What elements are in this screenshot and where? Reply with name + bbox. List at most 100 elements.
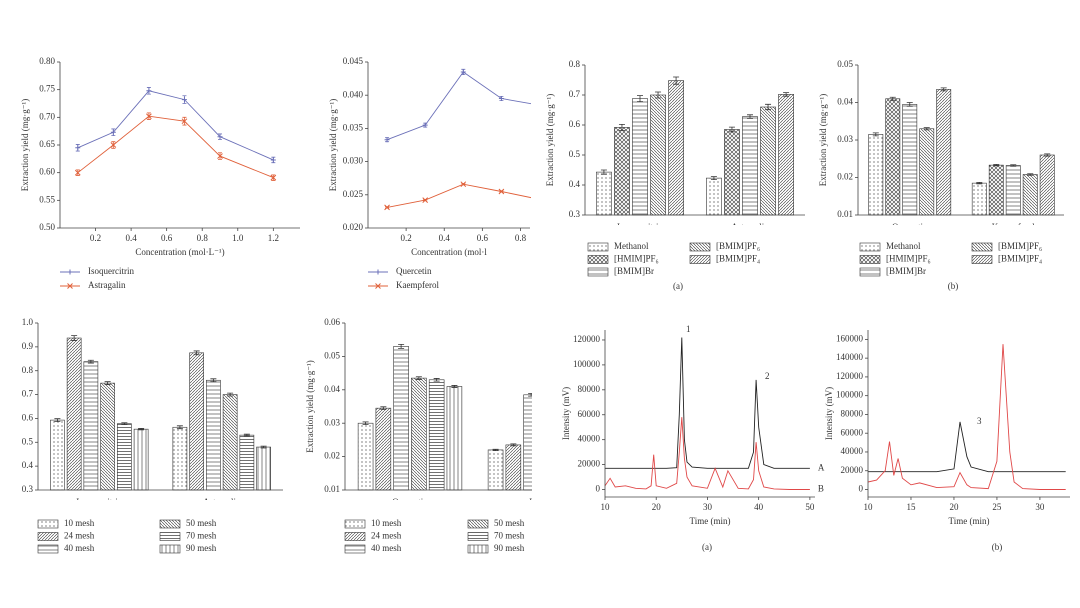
legend-swatch [859, 267, 881, 277]
error-bar [510, 443, 517, 447]
error-bar [538, 199, 542, 200]
error-bar [993, 163, 1000, 167]
series-line [604, 417, 810, 490]
legend-swatch [689, 242, 711, 252]
legend-swatch [344, 544, 366, 554]
y-tick-label: 0.60 [39, 167, 55, 177]
legend-swatch [344, 519, 366, 529]
y-tick-label: 60000 [578, 409, 601, 419]
legend-label: 90 mesh [186, 543, 217, 553]
x-tick-label: 0.8 [197, 233, 209, 243]
series-line [868, 421, 1066, 473]
legend-swatch [37, 519, 59, 529]
x-axis-label: Time (min) [949, 516, 990, 526]
y-axis-label: Extraction yield (mg·g⁻¹) [818, 94, 828, 186]
x-tick-label: 0.2 [400, 233, 411, 243]
error-bar [728, 126, 735, 133]
y-tick-label: 100000 [836, 390, 864, 400]
y-tick-label: 0.8 [22, 365, 34, 375]
legend-swatch [37, 532, 59, 541]
y-tick-label: 120000 [836, 371, 864, 381]
x-tick-label: 0.6 [161, 233, 173, 243]
chart-panel: Quercetin Kaempferol 0.01 0.02 0.03 0.04 0.05 E… [818, 59, 1064, 291]
chart-panel: Quercetin Kaem 0.01 0.02 0.03 0.04 0.05 0.06 Ext… [305, 317, 532, 554]
x-tick-label: 0.4 [439, 233, 451, 243]
y-axis-label: Extraction yield (mg·g⁻¹) [545, 94, 555, 186]
legend-label: [BMIM]PF₆ [716, 241, 760, 251]
bar [614, 127, 630, 216]
series-label: A [818, 462, 825, 472]
legend-marker [375, 269, 381, 275]
error-bar [600, 169, 607, 175]
legend-label: 40 mesh [64, 543, 95, 553]
legend-label: Kaempferol [396, 280, 439, 290]
bar [375, 407, 392, 491]
y-tick-label: 0.04 [324, 384, 340, 394]
legend-label: 90 mesh [494, 543, 525, 553]
y-tick-label: 0.03 [324, 417, 340, 427]
y-tick-label: 0 [596, 484, 601, 494]
error-bar [1010, 164, 1017, 167]
x-axis-label: Time (min) [690, 516, 731, 526]
series-line [605, 337, 810, 469]
chart-panel: 0.020 0.025 0.030 0.035 0.040 0.045 Extraction… [328, 56, 542, 290]
error-bar [872, 132, 879, 137]
series-line [77, 115, 274, 179]
error-bar [499, 96, 504, 101]
error-bar [218, 133, 222, 140]
y-tick-label: 0.02 [324, 451, 340, 461]
y-tick-label: 20000 [578, 459, 601, 469]
x-tick-label: Quercetin [892, 222, 928, 232]
plot-area: Isoquercitrin Astragalin [50, 335, 271, 500]
plot-area: Quercetin Kaempferol [868, 87, 1055, 232]
legend-swatch [971, 255, 993, 264]
x-tick-label: 15 [906, 502, 916, 512]
error-bar [889, 96, 896, 101]
y-tick-label: 0.55 [39, 194, 55, 204]
x-tick-label: 1.2 [268, 233, 279, 243]
y-axis-label: Extraction yield (mg·g⁻¹) [328, 99, 338, 191]
y-tick-label: 60000 [841, 427, 864, 437]
legend-swatch [159, 519, 181, 529]
legend-label: [BMIM]PF₆ [998, 241, 1042, 251]
error-bar [385, 206, 390, 209]
bar [393, 346, 409, 491]
x-tick-label: 0.4 [125, 233, 137, 243]
y-tick-label: 0.02 [837, 172, 853, 182]
bar [936, 89, 952, 216]
legend-label: Isoquercitrin [88, 266, 134, 276]
error-bar [940, 87, 947, 92]
y-tick-label: 0.025 [343, 189, 364, 199]
x-tick-label: 10 [601, 502, 611, 512]
legend-label: 24 mesh [371, 531, 402, 541]
error-bar [111, 128, 116, 136]
y-tick-label: 0.01 [837, 209, 853, 219]
legend-label: [BMIM]Br [886, 266, 926, 276]
error-bar [362, 421, 369, 425]
legend-swatch [587, 255, 609, 264]
x-tick-label: 30 [703, 502, 713, 512]
y-tick-label: 0.03 [837, 134, 853, 144]
y-tick-label: 0.7 [22, 389, 34, 399]
chart-panel: 0 20000 40000 60000 80000 100000 120000 140000 1… [824, 330, 1070, 552]
plot-area [604, 337, 810, 490]
bar [222, 394, 238, 491]
bar [357, 422, 374, 491]
bar [206, 379, 221, 491]
legend-label: [BMIM]PF₄ [998, 254, 1042, 264]
x-tick-label: 20 [652, 502, 662, 512]
error-bar [765, 103, 772, 111]
bar [256, 446, 271, 491]
legend-label: [HMIM]PF₆ [614, 254, 659, 264]
y-tick-label: 0.5 [569, 149, 581, 159]
error-bar [121, 422, 128, 426]
error-bar [138, 428, 145, 431]
y-tick-label: 0.05 [837, 59, 853, 69]
legend-label: 70 mesh [494, 531, 525, 541]
y-tick-label: 0.7 [569, 89, 581, 99]
error-bar [227, 392, 234, 397]
error-bar [71, 335, 78, 341]
error-bar [398, 343, 405, 349]
caption: (b) [948, 281, 959, 291]
caption: (a) [673, 281, 683, 291]
